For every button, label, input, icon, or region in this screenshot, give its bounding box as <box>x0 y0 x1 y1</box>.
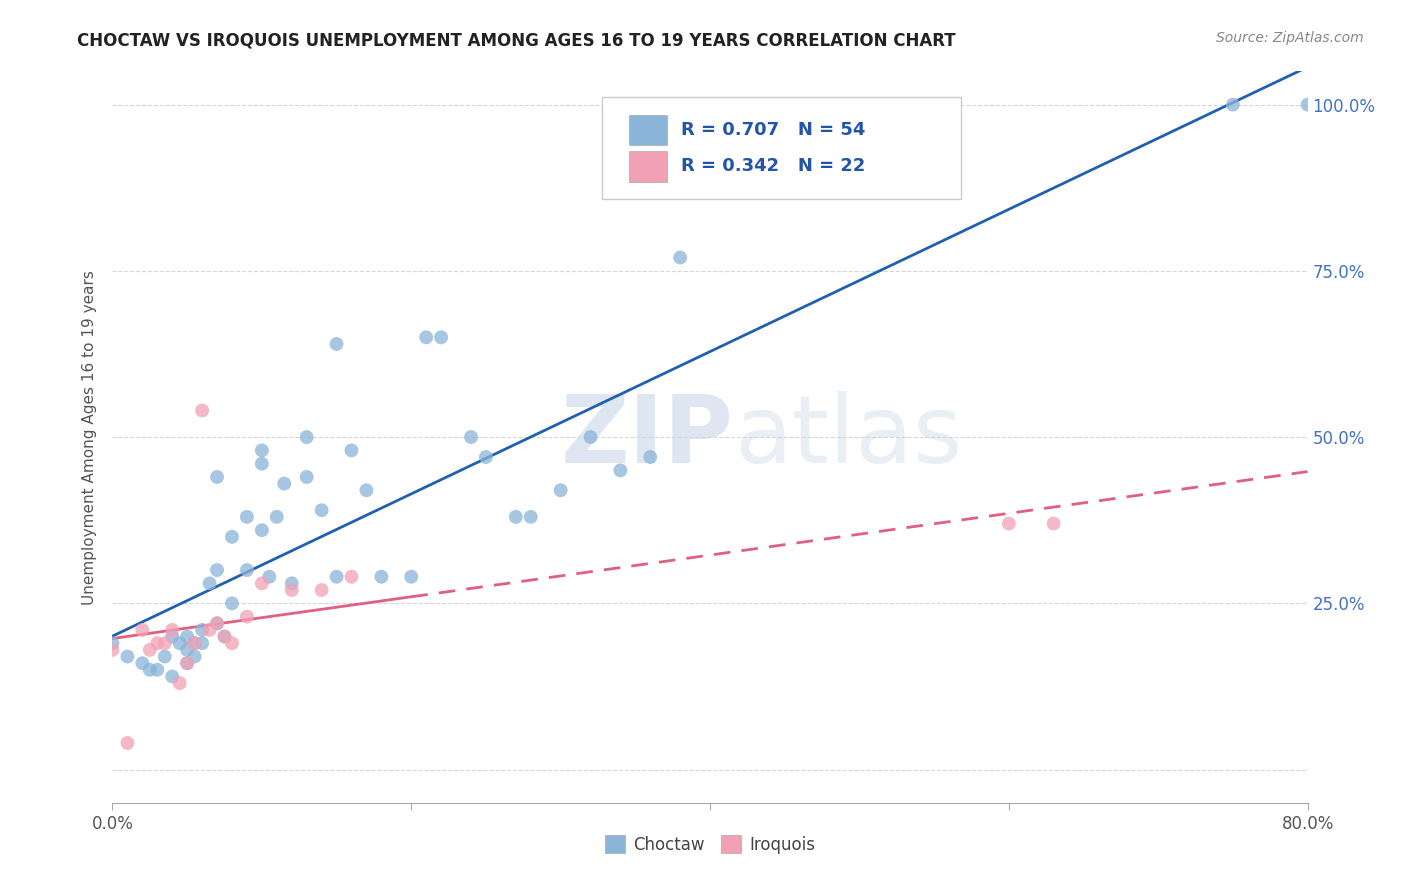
Point <box>520 509 543 524</box>
Point <box>281 582 304 597</box>
Point <box>370 570 392 584</box>
FancyBboxPatch shape <box>628 114 666 145</box>
Point <box>139 643 162 657</box>
Point <box>214 630 236 644</box>
Point <box>205 616 228 631</box>
Point <box>153 636 176 650</box>
Text: R = 0.342   N = 22: R = 0.342 N = 22 <box>682 158 866 176</box>
Point <box>356 483 378 498</box>
Point <box>176 630 198 644</box>
Point <box>250 443 273 458</box>
Point <box>340 443 363 458</box>
Point <box>162 623 183 637</box>
Text: ZIP: ZIP <box>561 391 734 483</box>
Point <box>183 649 205 664</box>
Point <box>198 576 221 591</box>
Point <box>146 636 169 650</box>
Point <box>131 656 153 670</box>
FancyBboxPatch shape <box>628 151 666 182</box>
Point <box>183 636 205 650</box>
Point <box>205 470 228 484</box>
Text: CHOCTAW VS IROQUOIS UNEMPLOYMENT AMONG AGES 16 TO 19 YEARS CORRELATION CHART: CHOCTAW VS IROQUOIS UNEMPLOYMENT AMONG A… <box>77 31 956 49</box>
Point <box>1296 97 1319 112</box>
Point <box>273 476 295 491</box>
Point <box>311 582 333 597</box>
Point <box>191 403 214 417</box>
Point <box>221 636 243 650</box>
Point <box>101 643 124 657</box>
Point <box>169 636 191 650</box>
Point <box>295 430 318 444</box>
Point <box>998 516 1021 531</box>
Point <box>415 330 437 344</box>
Text: Source: ZipAtlas.com: Source: ZipAtlas.com <box>1216 31 1364 45</box>
Point <box>162 669 183 683</box>
Point <box>669 251 692 265</box>
Point <box>325 337 347 351</box>
FancyBboxPatch shape <box>603 97 962 200</box>
Point <box>169 676 191 690</box>
Point <box>340 570 363 584</box>
Point <box>146 663 169 677</box>
Point <box>266 509 288 524</box>
Point <box>250 523 273 537</box>
Point <box>162 630 183 644</box>
Point <box>191 623 214 637</box>
Text: atlas: atlas <box>734 391 962 483</box>
Point <box>153 649 176 664</box>
Point <box>198 623 221 637</box>
Point <box>221 596 243 610</box>
Point <box>176 656 198 670</box>
Point <box>250 457 273 471</box>
Point <box>259 570 281 584</box>
Point <box>430 330 453 344</box>
Point <box>214 630 236 644</box>
Point <box>1042 516 1064 531</box>
Text: R = 0.707   N = 54: R = 0.707 N = 54 <box>682 121 866 139</box>
Point <box>176 643 198 657</box>
Point <box>640 450 662 464</box>
Point <box>191 636 214 650</box>
Point <box>311 503 333 517</box>
Point <box>183 636 205 650</box>
Point <box>579 430 602 444</box>
Point <box>236 563 259 577</box>
Point <box>505 509 527 524</box>
Point <box>609 463 631 477</box>
Y-axis label: Unemployment Among Ages 16 to 19 years: Unemployment Among Ages 16 to 19 years <box>82 269 97 605</box>
Legend: Choctaw, Iroquois: Choctaw, Iroquois <box>598 829 823 860</box>
Point <box>139 663 162 677</box>
Point <box>101 636 124 650</box>
Point <box>295 470 318 484</box>
Point <box>1222 97 1244 112</box>
Point <box>475 450 498 464</box>
Point <box>205 616 228 631</box>
Point <box>460 430 482 444</box>
Point <box>205 563 228 577</box>
Point <box>236 609 259 624</box>
Point <box>117 736 139 750</box>
Point <box>221 530 243 544</box>
Point <box>401 570 423 584</box>
Point <box>325 570 347 584</box>
Point <box>250 576 273 591</box>
Point <box>550 483 572 498</box>
Point <box>117 649 139 664</box>
Point <box>131 623 153 637</box>
Point <box>236 509 259 524</box>
Point <box>176 656 198 670</box>
Point <box>281 576 304 591</box>
